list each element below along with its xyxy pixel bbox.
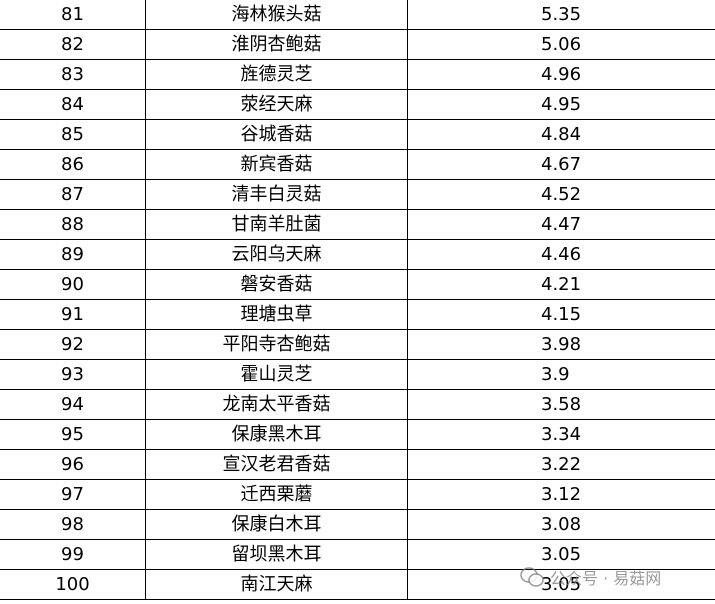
table-row: 92 平阳寺杏鲍菇 3.98 <box>0 329 715 360</box>
rank-cell: 85 <box>0 119 146 150</box>
name-cell: 宣汉老君香菇 <box>145 449 408 480</box>
value-cell: 4.96 <box>407 59 715 90</box>
rank-cell: 87 <box>0 179 146 210</box>
value-cell: 3.12 <box>407 479 715 510</box>
value-cell: 3.08 <box>407 509 715 540</box>
table-row: 84 荥经天麻 4.95 <box>0 89 715 120</box>
wechat-icon <box>520 567 544 587</box>
rank-cell: 86 <box>0 149 146 180</box>
table-row: 97 迁西栗蘑 3.12 <box>0 479 715 510</box>
name-cell: 龙南太平香菇 <box>145 389 408 420</box>
rank-cell: 93 <box>0 359 146 390</box>
table-row: 89 云阳乌天麻 4.46 <box>0 239 715 270</box>
table-row: 88 甘南羊肚菌 4.47 <box>0 209 715 240</box>
table-row: 81 海林猴头菇 5.35 <box>0 0 715 30</box>
rank-cell: 88 <box>0 209 146 240</box>
rank-cell: 97 <box>0 479 146 510</box>
rank-cell: 82 <box>0 29 146 60</box>
name-cell: 甘南羊肚菌 <box>145 209 408 240</box>
name-cell: 理塘虫草 <box>145 299 408 330</box>
value-cell: 4.67 <box>407 149 715 180</box>
rank-cell: 81 <box>0 0 146 30</box>
rank-cell: 89 <box>0 239 146 270</box>
rank-cell: 84 <box>0 89 146 120</box>
table-row: 91 理塘虫草 4.15 <box>0 299 715 330</box>
name-cell: 留坝黑木耳 <box>145 539 408 570</box>
table-row: 96 宣汉老君香菇 3.22 <box>0 449 715 480</box>
name-cell: 谷城香菇 <box>145 119 408 150</box>
name-cell: 海林猴头菇 <box>145 0 408 30</box>
table-row: 83 旌德灵芝 4.96 <box>0 59 715 90</box>
name-cell: 清丰白灵菇 <box>145 179 408 210</box>
name-cell: 新宾香菇 <box>145 149 408 180</box>
table-row: 85 谷城香菇 4.84 <box>0 119 715 150</box>
name-cell: 南江天麻 <box>145 569 408 600</box>
rank-cell: 96 <box>0 449 146 480</box>
name-cell: 磐安香菇 <box>145 269 408 300</box>
rank-cell: 94 <box>0 389 146 420</box>
name-cell: 云阳乌天麻 <box>145 239 408 270</box>
value-cell: 3.05 <box>407 539 715 570</box>
value-cell: 4.47 <box>407 209 715 240</box>
rank-cell: 98 <box>0 509 146 540</box>
table-row: 86 新宾香菇 4.67 <box>0 149 715 180</box>
value-cell: 4.84 <box>407 119 715 150</box>
name-cell: 保康白木耳 <box>145 509 408 540</box>
name-cell: 迁西栗蘑 <box>145 479 408 510</box>
value-cell: 3.98 <box>407 329 715 360</box>
table-row: 95 保康黑木耳 3.34 <box>0 419 715 450</box>
watermark-text: 公众号 · 易菇网 <box>550 569 662 588</box>
value-cell: 3.58 <box>407 389 715 420</box>
rank-cell: 90 <box>0 269 146 300</box>
rank-cell: 92 <box>0 329 146 360</box>
value-cell: 3.22 <box>407 449 715 480</box>
value-cell: 5.35 <box>407 0 715 30</box>
name-cell: 保康黑木耳 <box>145 419 408 450</box>
name-cell: 荥经天麻 <box>145 89 408 120</box>
watermark: 公众号 · 易菇网 <box>520 564 661 590</box>
rank-cell: 91 <box>0 299 146 330</box>
value-cell: 4.95 <box>407 89 715 120</box>
name-cell: 旌德灵芝 <box>145 59 408 90</box>
table-row: 98 保康白木耳 3.08 <box>0 509 715 540</box>
value-cell: 4.46 <box>407 239 715 270</box>
name-cell: 淮阴杏鲍菇 <box>145 29 408 60</box>
name-cell: 霍山灵芝 <box>145 359 408 390</box>
value-cell: 3.05 <box>407 569 715 600</box>
rank-cell: 100 <box>0 569 146 600</box>
value-cell: 5.06 <box>407 29 715 60</box>
table-row: 100 南江天麻 3.05 <box>0 569 715 600</box>
value-cell: 3.9 <box>407 359 715 390</box>
table-row: 82 淮阴杏鲍菇 5.06 <box>0 29 715 60</box>
table-row: 99 留坝黑木耳 3.05 <box>0 539 715 570</box>
table-row: 94 龙南太平香菇 3.58 <box>0 389 715 420</box>
table-row: 90 磐安香菇 4.21 <box>0 269 715 300</box>
value-cell: 4.15 <box>407 299 715 330</box>
rank-cell: 83 <box>0 59 146 90</box>
value-cell: 4.21 <box>407 269 715 300</box>
value-cell: 4.52 <box>407 179 715 210</box>
rank-cell: 95 <box>0 419 146 450</box>
name-cell: 平阳寺杏鲍菇 <box>145 329 408 360</box>
value-cell: 3.34 <box>407 419 715 450</box>
rank-cell: 99 <box>0 539 146 570</box>
table-row: 87 清丰白灵菇 4.52 <box>0 179 715 210</box>
table-row: 93 霍山灵芝 3.9 <box>0 359 715 390</box>
